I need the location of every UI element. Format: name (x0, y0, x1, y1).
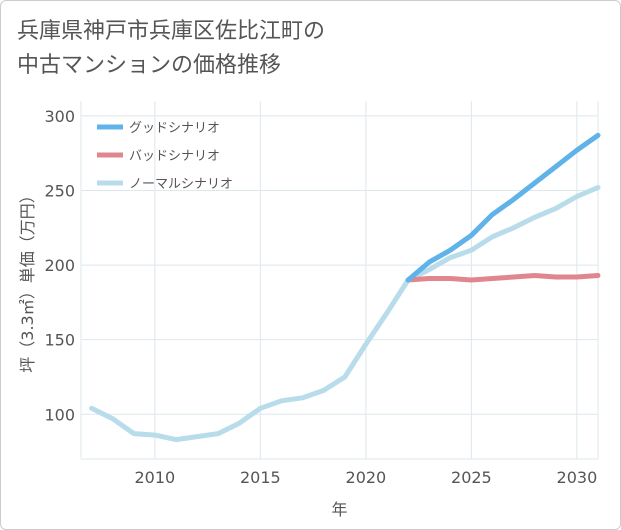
series-lines (89, 132, 601, 443)
grid-lines (80, 101, 599, 460)
tick-labels: 100 150 200 250 300 2010 2015 2020 2025 2030 (44, 107, 597, 487)
x-tick-label: 2030 (557, 468, 598, 487)
x-tick-label: 2015 (240, 468, 281, 487)
chart-title: 兵庫県神戸市兵庫区佐比江町の 中古マンションの価格推移 (17, 19, 326, 78)
series-line-0 (405, 132, 601, 283)
y-tick-label: 100 (44, 405, 75, 424)
series-line-2 (89, 185, 601, 443)
y-tick-label: 300 (44, 107, 75, 126)
x-tick-label: 2025 (451, 468, 492, 487)
legend-label: バッドシナリオ (129, 149, 220, 164)
y-tick-label: 250 (44, 182, 75, 201)
y-tick-label: 200 (44, 256, 75, 275)
legend-label: ノーマルシナリオ (129, 177, 233, 192)
y-axis-label: 坪（3.3㎡）単価（万円） (18, 187, 37, 372)
legend-label: グッドシナリオ (129, 121, 220, 136)
x-tick-label: 2020 (346, 468, 387, 487)
y-tick-label: 150 (44, 331, 75, 350)
series-line-1 (405, 273, 601, 283)
x-axis-label: 年 (331, 500, 347, 519)
x-tick-label: 2010 (134, 468, 175, 487)
